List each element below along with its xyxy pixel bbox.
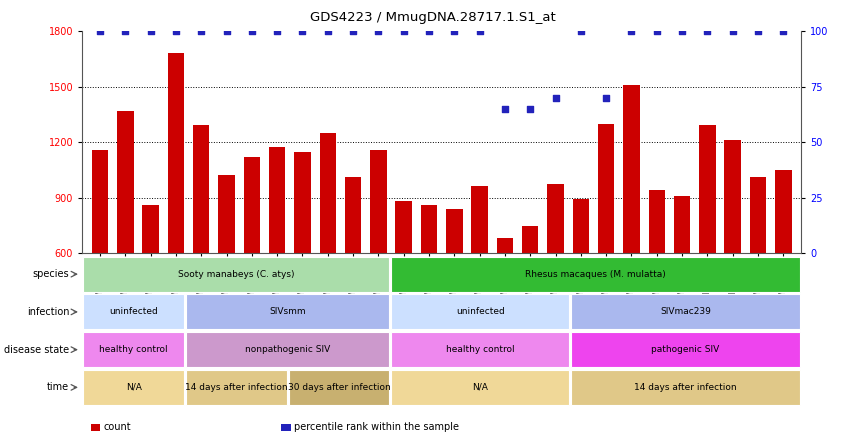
Bar bbox=[142, 205, 158, 364]
Bar bbox=[218, 175, 235, 364]
Text: infection: infection bbox=[27, 307, 69, 317]
Text: uninfected: uninfected bbox=[456, 307, 505, 317]
Point bbox=[320, 28, 334, 35]
Text: 14 days after infection: 14 days after infection bbox=[634, 383, 737, 392]
Point bbox=[624, 28, 638, 35]
Bar bbox=[117, 111, 133, 364]
Point bbox=[448, 28, 462, 35]
Text: healthy control: healthy control bbox=[100, 345, 168, 354]
Text: nonpathogenic SIV: nonpathogenic SIV bbox=[245, 345, 330, 354]
Bar bbox=[320, 133, 336, 364]
Bar bbox=[725, 140, 741, 364]
Point bbox=[93, 28, 107, 35]
Bar bbox=[497, 238, 514, 364]
Bar bbox=[547, 184, 564, 364]
Bar bbox=[649, 190, 665, 364]
Text: N/A: N/A bbox=[126, 383, 141, 392]
Text: GDS4223 / MmugDNA.28717.1.S1_at: GDS4223 / MmugDNA.28717.1.S1_at bbox=[310, 11, 556, 24]
Text: SIVsmm: SIVsmm bbox=[269, 307, 306, 317]
Point bbox=[751, 28, 765, 35]
Bar bbox=[396, 201, 412, 364]
Bar bbox=[775, 170, 792, 364]
Point bbox=[549, 94, 563, 101]
Point bbox=[220, 28, 234, 35]
Bar bbox=[269, 147, 286, 364]
Text: 14 days after infection: 14 days after infection bbox=[185, 383, 288, 392]
Point bbox=[397, 28, 410, 35]
Point bbox=[372, 28, 385, 35]
Point bbox=[144, 28, 158, 35]
Text: disease state: disease state bbox=[4, 345, 69, 355]
Text: healthy control: healthy control bbox=[446, 345, 514, 354]
Bar bbox=[699, 126, 715, 364]
Point bbox=[726, 28, 740, 35]
Point bbox=[777, 28, 791, 35]
Point bbox=[346, 28, 360, 35]
Point bbox=[169, 28, 183, 35]
Text: Sooty manabeys (C. atys): Sooty manabeys (C. atys) bbox=[178, 270, 294, 279]
Point bbox=[270, 28, 284, 35]
Bar bbox=[446, 209, 462, 364]
Point bbox=[599, 94, 613, 101]
Bar bbox=[674, 196, 690, 364]
Point bbox=[422, 28, 436, 35]
Bar bbox=[243, 157, 260, 364]
Point bbox=[701, 28, 714, 35]
Point bbox=[675, 28, 689, 35]
Bar bbox=[624, 85, 640, 364]
Text: time: time bbox=[47, 382, 69, 392]
Text: SIVmac239: SIVmac239 bbox=[660, 307, 711, 317]
Point bbox=[650, 28, 663, 35]
Bar bbox=[193, 126, 210, 364]
Point bbox=[295, 28, 309, 35]
Bar bbox=[598, 123, 614, 364]
Text: species: species bbox=[33, 269, 69, 279]
Bar bbox=[421, 205, 437, 364]
Point bbox=[498, 105, 512, 112]
Point bbox=[473, 28, 487, 35]
Text: uninfected: uninfected bbox=[109, 307, 158, 317]
Text: Rhesus macaques (M. mulatta): Rhesus macaques (M. mulatta) bbox=[526, 270, 666, 279]
Text: count: count bbox=[104, 422, 132, 432]
Bar bbox=[572, 199, 589, 364]
Text: percentile rank within the sample: percentile rank within the sample bbox=[294, 422, 460, 432]
Text: pathogenic SIV: pathogenic SIV bbox=[651, 345, 720, 354]
Bar bbox=[471, 186, 488, 364]
Bar bbox=[294, 152, 311, 364]
Point bbox=[194, 28, 208, 35]
Bar bbox=[522, 226, 539, 364]
Point bbox=[119, 28, 132, 35]
Bar bbox=[750, 177, 766, 364]
Bar bbox=[168, 53, 184, 364]
Bar bbox=[92, 151, 108, 364]
Point bbox=[523, 105, 537, 112]
Point bbox=[245, 28, 259, 35]
Text: N/A: N/A bbox=[472, 383, 488, 392]
Bar bbox=[370, 151, 386, 364]
Text: 30 days after infection: 30 days after infection bbox=[288, 383, 391, 392]
Bar bbox=[345, 177, 361, 364]
Point bbox=[574, 28, 588, 35]
